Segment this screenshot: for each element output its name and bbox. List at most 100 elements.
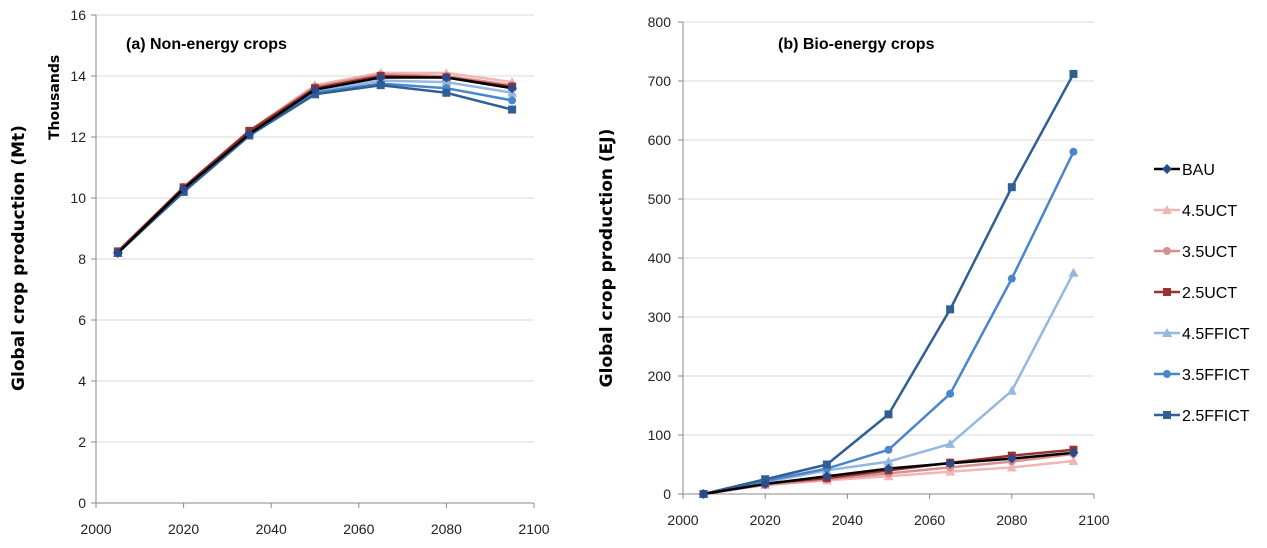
x-tick-label: 2080 (431, 521, 462, 537)
x-tick-label: 2060 (343, 521, 374, 537)
legend-marker (1163, 370, 1171, 378)
data-point-4-5ffict (1006, 385, 1017, 395)
y-tick-label: 2 (78, 434, 86, 450)
y-tick-label: 700 (648, 73, 672, 89)
y-tick-label: 800 (648, 14, 672, 30)
x-tick-label: 2020 (750, 512, 781, 528)
series-line-3-5uct (117, 73, 513, 254)
data-point-bau (507, 83, 518, 94)
series-line-bau (117, 76, 513, 254)
legend-marker (1162, 328, 1172, 337)
data-point-2-5ffict (884, 410, 893, 419)
data-point-3-5ffict (508, 96, 517, 105)
series-lines (698, 69, 1079, 499)
chart-title: (a) Non-energy crops (126, 36, 287, 53)
series-4-5ffict (112, 75, 518, 257)
series-line-4-5ffict (117, 79, 513, 254)
series-line-3-5ffict (703, 151, 1075, 496)
legend-marker (1163, 411, 1171, 419)
data-point-4-5uct (1068, 455, 1079, 465)
legend-label: 4.5UCT (1182, 203, 1237, 220)
axes: 0 100 200 300 400 500 600 700 800 2000 2020 2040 206… (648, 14, 1110, 528)
legend-item-4-5ffict: 4.5FFICT (1154, 326, 1250, 343)
y-tick-label: 10 (70, 190, 86, 206)
data-point-2-5ffict (1007, 183, 1016, 192)
legend-label: 3.5UCT (1182, 244, 1237, 261)
data-point-bau (375, 72, 386, 83)
legend-label: 2.5FFICT (1182, 408, 1250, 425)
data-point-2-5ffict (1069, 69, 1078, 78)
series-bau (698, 447, 1079, 499)
y-tick-label: 500 (648, 191, 672, 207)
legend-item-bau: BAU (1154, 162, 1215, 179)
data-point-bau (1068, 447, 1079, 458)
data-point-bau (760, 478, 771, 489)
data-point-bau (441, 72, 452, 83)
data-point-2-5ffict (822, 460, 831, 469)
data-point-4-5ffict (1068, 267, 1079, 277)
y-tick-label: 12 (70, 129, 86, 145)
x-tick-label: 2100 (1078, 512, 1109, 528)
series-line-2-5ffict (117, 83, 513, 254)
y-tick-label: 16 (70, 7, 86, 23)
series-bau (112, 72, 518, 258)
axes: 0 2 4 6 8 10 12 14 16 2000 2020 2040 2060 2080 2100 (70, 7, 549, 537)
y-axis-title: Global crop production (Mt) (9, 125, 29, 391)
series-line-2-5ffict (703, 73, 1075, 496)
y-tick-label: 6 (78, 312, 86, 328)
x-tick-label: 2000 (667, 512, 698, 528)
x-tick-label: 2040 (256, 521, 287, 537)
y-tick-label: 8 (78, 251, 86, 267)
legend-marker (1163, 247, 1171, 255)
data-point-bau (821, 471, 832, 482)
legend-item-4-5uct: 4.5UCT (1154, 203, 1237, 220)
legend-label: 4.5FFICT (1182, 326, 1250, 343)
data-point-3-5ffict (884, 445, 893, 454)
data-point-3-5ffict (946, 389, 955, 398)
series-3-5uct (113, 70, 517, 257)
series-line-4-5uct (117, 71, 513, 254)
y-tick-label: 600 (648, 132, 672, 148)
series-2-5ffict (113, 81, 517, 257)
data-point-4-5ffict (883, 456, 894, 466)
data-point-2-5ffict (508, 105, 517, 114)
legend-label: 2.5UCT (1182, 285, 1237, 302)
legend: BAU 4.5UCT 3.5UCT 2.5UCT 4.5FFICT 3.5FFICT 2.5… (1154, 162, 1250, 425)
y-tick-label: 300 (648, 309, 672, 325)
data-point-bau (244, 128, 255, 139)
series-3-5ffict (699, 147, 1078, 498)
series-line-2-5uct (117, 74, 513, 253)
y-tick-label: 0 (78, 495, 86, 511)
y-tick-label: 14 (70, 68, 86, 84)
data-point-bau (698, 489, 709, 499)
data-point-2-5ffict (442, 88, 451, 97)
chart-non-energy-crops: 0 2 4 6 8 10 12 14 16 2000 2020 2040 2060 2080 2100 (a… (9, 7, 550, 537)
grid-lines (96, 14, 534, 443)
data-point-bau (945, 458, 956, 469)
legend-label: 3.5FFICT (1182, 367, 1250, 384)
data-point-2-5ffict (946, 305, 955, 314)
data-point-4-5ffict (945, 438, 956, 448)
x-tick-label: 2060 (914, 512, 945, 528)
legend-marker (1162, 164, 1172, 174)
data-point-3-5ffict (1069, 147, 1078, 156)
series-2-5uct (113, 72, 517, 256)
legend-item-2-5ffict: 2.5FFICT (1154, 408, 1250, 425)
series-4-5ffict (698, 267, 1079, 498)
legend-item-2-5uct: 2.5UCT (1154, 285, 1237, 302)
data-point-bau (178, 183, 189, 194)
series-3-5ffict (113, 79, 517, 257)
legend-marker (1163, 288, 1171, 296)
data-point-bau (1006, 453, 1017, 464)
data-point-bau (883, 463, 894, 474)
y-axis-title: Global crop production (EJ) (597, 129, 617, 388)
y-tick-label: 400 (648, 250, 672, 266)
y-tick-label: 4 (78, 373, 86, 389)
data-point-2-5ffict (376, 81, 385, 90)
data-point-bau (310, 84, 320, 95)
y-tick-label: 100 (648, 427, 672, 443)
legend-label: BAU (1182, 162, 1215, 179)
x-tick-label: 2000 (80, 521, 111, 537)
y-units-label: Thousands (47, 55, 63, 140)
